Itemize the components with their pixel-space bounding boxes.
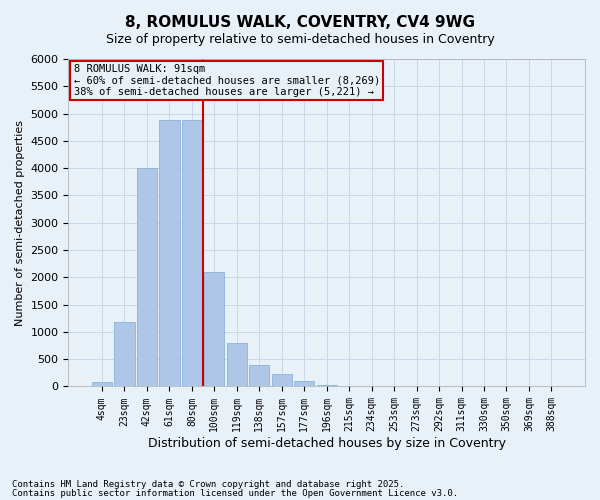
Bar — [115, 322, 134, 386]
Bar — [272, 374, 292, 386]
Bar — [317, 385, 337, 386]
Text: 8 ROMULUS WALK: 91sqm
← 60% of semi-detached houses are smaller (8,269)
38% of s: 8 ROMULUS WALK: 91sqm ← 60% of semi-deta… — [74, 64, 380, 97]
Bar — [92, 382, 112, 386]
Text: Contains HM Land Registry data © Crown copyright and database right 2025.: Contains HM Land Registry data © Crown c… — [12, 480, 404, 489]
Bar — [182, 120, 202, 386]
Bar — [137, 168, 157, 386]
Text: 8, ROMULUS WALK, COVENTRY, CV4 9WG: 8, ROMULUS WALK, COVENTRY, CV4 9WG — [125, 15, 475, 30]
Y-axis label: Number of semi-detached properties: Number of semi-detached properties — [15, 120, 25, 326]
Bar — [249, 364, 269, 386]
X-axis label: Distribution of semi-detached houses by size in Coventry: Distribution of semi-detached houses by … — [148, 437, 506, 450]
Bar — [294, 381, 314, 386]
Bar — [204, 272, 224, 386]
Text: Size of property relative to semi-detached houses in Coventry: Size of property relative to semi-detach… — [106, 32, 494, 46]
Bar — [227, 343, 247, 386]
Bar — [159, 120, 179, 386]
Text: Contains public sector information licensed under the Open Government Licence v3: Contains public sector information licen… — [12, 488, 458, 498]
